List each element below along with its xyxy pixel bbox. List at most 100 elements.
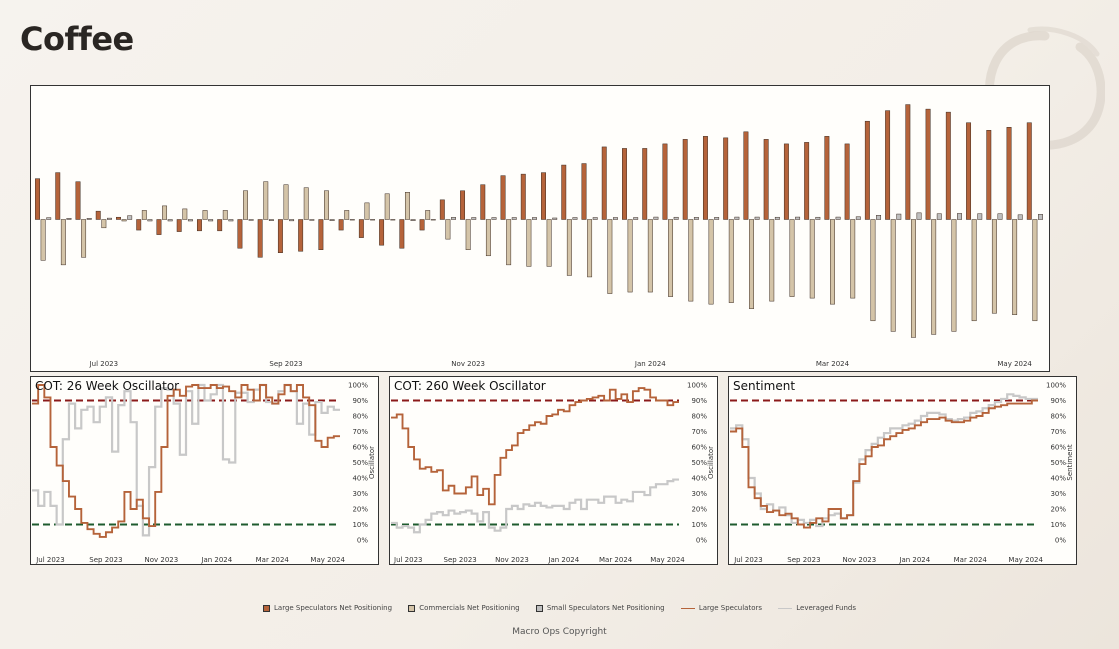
bar-small-speculators xyxy=(46,217,52,220)
y-tick-label: 60% xyxy=(1050,444,1066,452)
bar-small-speculators xyxy=(127,215,133,220)
bar-small-speculators xyxy=(1038,214,1043,220)
bar-small-speculators xyxy=(693,217,699,220)
bar-commercials xyxy=(404,192,410,220)
legend-swatch xyxy=(535,604,543,612)
bar-commercials xyxy=(566,219,572,276)
cot-26-week-oscillator-chart: 0% 10% 20% 30% 40% 50% 60% 70% 80% 90% 100% Oscilla… xyxy=(30,376,379,565)
y-tick-label: 80% xyxy=(352,413,368,421)
x-tick-label: May 2024 xyxy=(310,556,345,564)
x-tick-label: Jan 2024 xyxy=(200,556,232,564)
bar-large-speculators xyxy=(55,172,61,220)
bar-large-speculators xyxy=(541,172,546,220)
bar-small-speculators xyxy=(997,213,1003,220)
bar-large-speculators xyxy=(885,110,891,220)
bar-large-speculators xyxy=(95,210,101,220)
legend-label: Commercials Net Positioning xyxy=(419,604,520,612)
bar-commercials xyxy=(303,187,309,220)
legend-item-small-net: Small Speculators Net Positioning xyxy=(535,604,665,612)
chart-title-260-week: COT: 260 Week Oscillator xyxy=(394,379,546,393)
bar-commercials xyxy=(445,219,451,240)
bar-commercials xyxy=(162,205,168,220)
y-tick-label: 40% xyxy=(1050,475,1066,483)
sentiment-chart: 0% 10% 20% 30% 40% 50% 60% 70% 80% 90% 100% Sentime… xyxy=(728,376,1077,565)
bar-commercials xyxy=(121,219,127,222)
y-tick-label: 30% xyxy=(691,490,707,498)
y-axis-label: Oscillator xyxy=(368,446,376,479)
line-leveraged-funds xyxy=(730,393,1038,528)
bar-commercials xyxy=(182,208,188,220)
bar-commercials xyxy=(1012,219,1018,315)
cot-260-week-svg: 0% 10% 20% 30% 40% 50% 60% 70% 80% 90% 100% Oscilla… xyxy=(391,382,715,564)
bar-large-speculators xyxy=(622,148,627,220)
legend-swatch xyxy=(263,604,271,612)
x-tick-label: Mar 2024 xyxy=(599,556,633,564)
bar-small-speculators xyxy=(795,216,801,220)
bar-large-speculators xyxy=(986,130,992,220)
bar-commercials xyxy=(688,219,694,302)
bar-large-speculators xyxy=(581,163,587,220)
bar-large-speculators xyxy=(824,136,830,220)
legend-item-large-line: Large Speculators xyxy=(680,604,763,612)
y-tick-label: 10% xyxy=(1050,521,1066,529)
bar-commercials xyxy=(465,219,471,250)
y-tick-label: 50% xyxy=(691,459,707,467)
chart-legend: Large Speculators Net Positioning Commer… xyxy=(0,604,1119,612)
bar-commercials xyxy=(425,210,431,220)
bar-commercials xyxy=(546,219,552,267)
net-positioning-chart: 80k60k40k20k0−20k−40k−60k−80kNet Positio… xyxy=(30,85,1050,372)
bar-large-speculators xyxy=(217,219,223,232)
bar-commercials xyxy=(364,202,370,220)
y-tick-label: 40% xyxy=(352,475,368,483)
bar-large-speculators xyxy=(237,219,243,249)
bar-small-speculators xyxy=(532,217,537,220)
x-tick-label: Jul 2023 xyxy=(89,360,119,368)
bar-large-speculators xyxy=(966,122,972,220)
bar-large-speculators xyxy=(460,190,466,220)
bar-commercials xyxy=(749,219,754,309)
bar-commercials xyxy=(627,219,633,293)
bar-small-speculators xyxy=(977,213,983,220)
x-tick-label: May 2024 xyxy=(650,556,685,564)
bar-commercials xyxy=(668,219,674,297)
bar-small-speculators xyxy=(612,217,618,220)
bar-small-speculators xyxy=(855,216,861,220)
bar-large-speculators xyxy=(257,219,263,258)
x-tick-label: Sep 2023 xyxy=(89,556,122,564)
bar-large-speculators xyxy=(480,184,486,220)
bar-small-speculators xyxy=(208,219,214,222)
bar-large-speculators xyxy=(642,148,648,220)
bar-large-speculators xyxy=(561,164,567,220)
page-title: Coffee xyxy=(20,20,134,58)
chart-title-sentiment: Sentiment xyxy=(733,379,796,393)
bar-small-speculators xyxy=(1017,214,1023,220)
bar-commercials xyxy=(60,219,66,266)
legend-label: Large Speculators xyxy=(698,604,763,612)
x-tick-label: Jul 2023 xyxy=(393,556,423,564)
bar-small-speculators xyxy=(329,219,335,221)
bar-commercials xyxy=(222,210,228,220)
bar-small-speculators xyxy=(916,212,922,220)
y-tick-label: 10% xyxy=(691,521,707,529)
bar-commercials xyxy=(101,219,107,229)
bar-large-speculators xyxy=(338,219,344,231)
bar-large-speculators xyxy=(136,219,142,231)
bar-small-speculators xyxy=(86,218,92,220)
x-tick-label: Mar 2024 xyxy=(256,556,290,564)
bar-small-speculators xyxy=(714,217,720,220)
cot-26-week-svg: 0% 10% 20% 30% 40% 50% 60% 70% 80% 90% 100% Oscilla… xyxy=(32,382,376,564)
bar-large-speculators xyxy=(905,104,911,220)
bar-large-speculators xyxy=(520,173,526,220)
bar-large-speculators xyxy=(945,111,951,220)
bar-small-speculators xyxy=(633,217,639,220)
bar-large-speculators xyxy=(601,146,607,220)
y-tick-label: 100% xyxy=(687,382,707,390)
bar-commercials xyxy=(243,190,248,220)
bar-large-speculators xyxy=(702,136,708,220)
bar-large-speculators xyxy=(763,139,769,220)
bar-small-speculators xyxy=(896,213,902,220)
bar-commercials xyxy=(708,219,714,305)
x-tick-label: Nov 2023 xyxy=(145,556,179,564)
bar-commercials xyxy=(324,190,329,220)
line-large-speculators xyxy=(32,384,340,538)
